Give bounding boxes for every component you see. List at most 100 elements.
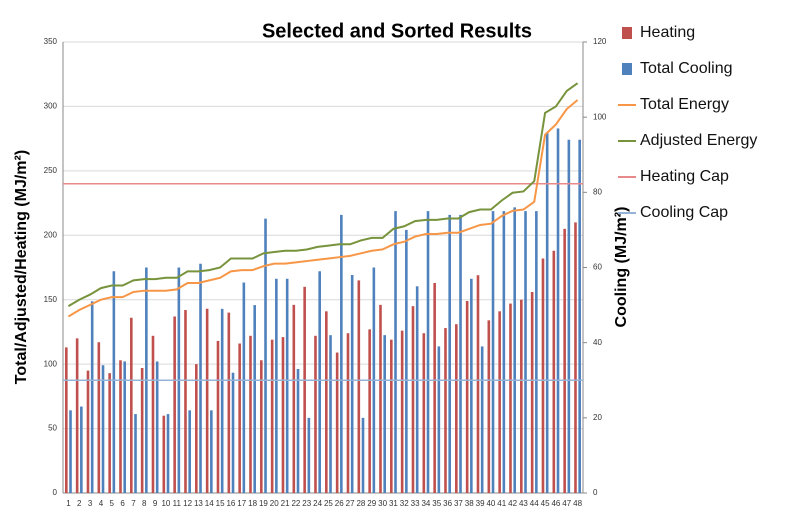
bar [260,360,263,493]
bar [134,414,137,493]
bar [357,280,361,493]
x-tick-label: 30 [378,499,387,508]
bar [130,317,133,493]
bar [422,333,426,493]
y2-tick-label: 60 [593,263,602,272]
bar [502,211,506,493]
x-tick-label: 12 [183,499,192,508]
x-tick-label: 1 [66,499,71,508]
bar [210,410,213,493]
bar [448,214,451,493]
bar [65,347,68,493]
bar [155,361,159,493]
bar [281,337,285,493]
legend-swatch [622,63,632,75]
bar [119,360,122,493]
bar [411,306,415,493]
y-tick-label: 200 [44,230,58,239]
x-tick-label: 21 [281,499,290,508]
bar [383,335,386,493]
bar [303,286,306,493]
bar [80,406,83,493]
bar [69,410,72,493]
x-tick-label: 3 [88,499,93,508]
bar [437,346,441,493]
bar [314,335,317,493]
x-tick-label: 44 [530,499,539,508]
x-tick-label: 22 [291,499,300,508]
x-tick-label: 15 [216,499,225,508]
bar [205,308,209,493]
bar [249,335,252,493]
y-tick-label: 300 [44,102,58,111]
x-tick-label: 7 [131,499,136,508]
x-tick-label: 34 [421,499,430,508]
x-tick-label: 26 [335,499,344,508]
y2-axis-label: Cooling (MJ/m²) [613,207,630,328]
x-tick-label: 38 [465,499,474,508]
bar [509,303,512,493]
bar [101,365,105,493]
legend-label: Adjusted Energy [640,132,757,149]
y-tick-label: 50 [48,424,57,433]
chart-title: Selected and Sorted Results [262,20,532,42]
bar [184,310,187,493]
bar [465,301,469,493]
bar [75,338,79,493]
y-tick-label: 100 [44,359,58,368]
x-tick-label: 37 [454,499,463,508]
bar [112,271,116,493]
bar [455,324,458,493]
y2-tick-label: 20 [593,413,602,422]
legend-swatch [622,27,632,39]
bar [97,342,101,493]
bar [350,275,354,493]
x-tick-label: 16 [226,499,235,508]
bar [173,316,176,493]
x-tick-label: 2 [77,499,82,508]
y2-tick-label: 120 [593,37,607,46]
x-tick-label: 14 [205,499,214,508]
bar [346,333,350,493]
y2-tick-label: 80 [593,187,602,196]
bar [368,329,371,493]
bar [498,311,501,493]
bar [556,128,560,494]
x-tick-label: 41 [497,499,506,508]
x-tick-label: 31 [389,499,398,508]
bar [335,352,339,493]
bar [195,364,198,493]
bar [86,370,90,493]
x-tick-label: 25 [324,499,333,508]
bar [123,361,126,493]
bar [325,311,328,493]
bar [108,373,111,493]
bar [329,335,332,493]
bar [520,299,523,493]
bar [216,340,220,493]
bar [220,308,224,493]
legend-label: Heating Cap [640,168,729,185]
legend-label: Cooling Cap [640,204,728,221]
x-tick-label: 29 [367,499,376,508]
x-tick-label: 6 [120,499,125,508]
bar [90,301,94,493]
bar [140,368,144,493]
bar [491,211,495,493]
bar [275,278,278,493]
bar [340,214,343,493]
bar [166,414,170,493]
y2-tick-label: 0 [593,488,598,497]
bar [296,368,300,493]
x-tick-label: 45 [541,499,550,508]
bar [238,343,241,493]
bar [541,258,545,493]
bar [400,330,404,493]
legend-label: Heating [640,24,695,41]
bar [253,305,256,493]
x-tick-label: 13 [194,499,203,508]
bar [459,214,462,493]
bar [545,132,549,493]
x-tick-label: 43 [519,499,528,508]
